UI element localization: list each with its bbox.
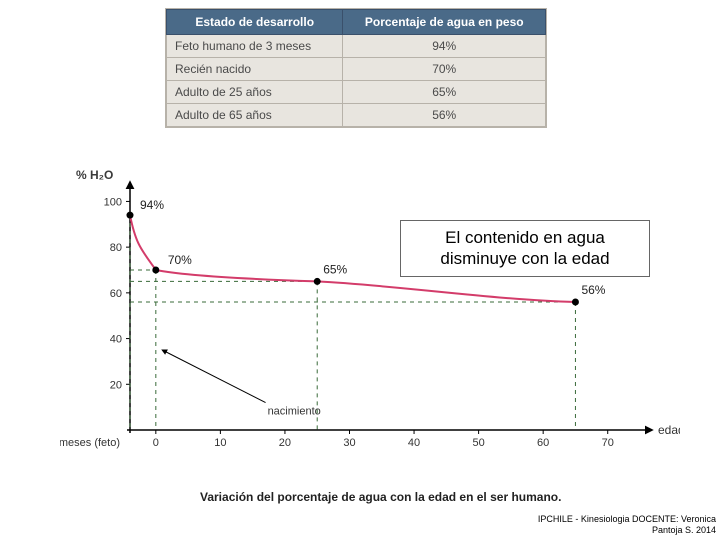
svg-text:40: 40 bbox=[110, 334, 122, 346]
footer-line2: Pantoja S. 2014 bbox=[538, 525, 716, 536]
water-table: Estado de desarrollo Porcentaje de agua … bbox=[166, 9, 546, 127]
svg-text:0: 0 bbox=[153, 437, 159, 449]
table-row: Feto humano de 3 meses 94% bbox=[167, 35, 546, 58]
footer-credit: IPCHILE - Kinesiologia DOCENTE: Veronica… bbox=[538, 514, 716, 536]
svg-text:−4 meses (feto): −4 meses (feto) bbox=[60, 437, 120, 449]
svg-text:70: 70 bbox=[602, 437, 614, 449]
svg-text:40: 40 bbox=[408, 437, 420, 449]
table-cell-stage: Recién nacido bbox=[167, 58, 343, 81]
svg-text:20: 20 bbox=[110, 379, 122, 391]
svg-text:65%: 65% bbox=[323, 262, 347, 276]
chart-caption: Variación del porcentaje de agua con la … bbox=[200, 490, 561, 504]
table-cell-value: 56% bbox=[343, 104, 546, 127]
svg-text:edad: edad bbox=[658, 423, 680, 437]
svg-text:20: 20 bbox=[279, 437, 291, 449]
table-header-col1: Estado de desarrollo bbox=[167, 10, 343, 35]
svg-text:56%: 56% bbox=[581, 283, 605, 297]
svg-text:50: 50 bbox=[472, 437, 484, 449]
svg-text:60: 60 bbox=[110, 288, 122, 300]
svg-text:70%: 70% bbox=[168, 253, 192, 267]
table-header-col2: Porcentaje de agua en peso bbox=[343, 10, 546, 35]
table-cell-stage: Adulto de 25 años bbox=[167, 81, 343, 104]
table-row: Adulto de 65 años 56% bbox=[167, 104, 546, 127]
callout-line2: disminuye con la edad bbox=[411, 248, 639, 269]
table-row: Adulto de 25 años 65% bbox=[167, 81, 546, 104]
table-cell-stage: Adulto de 65 años bbox=[167, 104, 343, 127]
footer-line1: IPCHILE - Kinesiologia DOCENTE: Veronica bbox=[538, 514, 716, 525]
table-cell-value: 65% bbox=[343, 81, 546, 104]
svg-text:30: 30 bbox=[343, 437, 355, 449]
svg-text:10: 10 bbox=[214, 437, 226, 449]
svg-text:100: 100 bbox=[104, 196, 122, 208]
svg-text:nacimiento: nacimiento bbox=[268, 406, 321, 418]
table-row: Recién nacido 70% bbox=[167, 58, 546, 81]
table-cell-value: 94% bbox=[343, 35, 546, 58]
svg-text:94%: 94% bbox=[140, 198, 164, 212]
table-cell-stage: Feto humano de 3 meses bbox=[167, 35, 343, 58]
svg-text:60: 60 bbox=[537, 437, 549, 449]
chart-svg: 20 40 60 80 100 0 10 20 30 40 50 60 70 −4 meses (feto… bbox=[60, 170, 680, 490]
svg-text:80: 80 bbox=[110, 242, 122, 254]
callout-line1: El contenido en agua bbox=[411, 227, 639, 248]
table-cell-value: 70% bbox=[343, 58, 546, 81]
callout-box: El contenido en agua disminuye con la ed… bbox=[400, 220, 650, 277]
page-root: Estado de desarrollo Porcentaje de agua … bbox=[0, 0, 720, 540]
water-table-container: Estado de desarrollo Porcentaje de agua … bbox=[165, 8, 547, 128]
